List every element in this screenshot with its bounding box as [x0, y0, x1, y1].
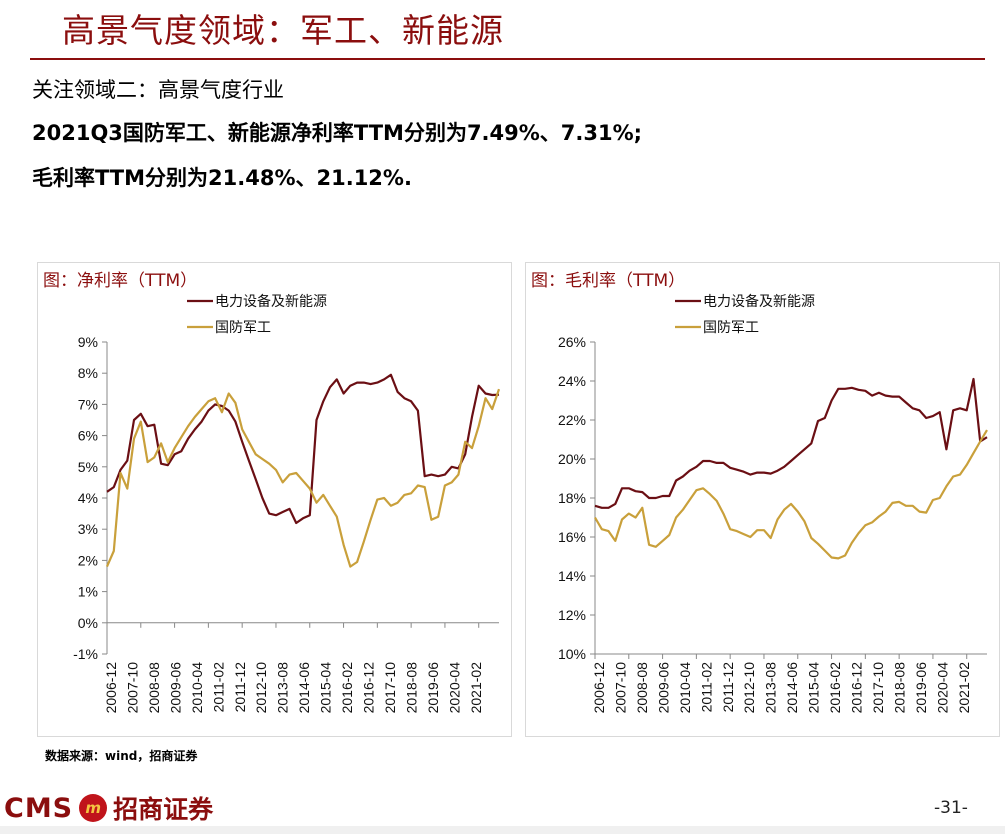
chart1-x-tick-label-6: 2011-12	[232, 662, 248, 713]
chart2-x-tick-label-16: 2020-04	[934, 662, 950, 714]
title-divider	[30, 58, 985, 60]
chart1-x-tick-label-10: 2015-04	[318, 662, 334, 714]
chart2-x-tick-label-1: 2007-10	[612, 662, 628, 714]
logo-emblem-icon: m	[79, 794, 108, 822]
chart2-x-tick-label-2: 2008-08	[634, 662, 650, 714]
chart1-y-tick-label-0: -1%	[73, 646, 98, 662]
chart2-x-tick-label-8: 2013-08	[763, 662, 779, 714]
chart2-border	[525, 262, 1000, 737]
chart2-series-line-2	[594, 429, 988, 560]
chart1-y-tick-label-5: 4%	[78, 490, 98, 506]
chart1-x-tick-label-16: 2020-04	[446, 662, 462, 714]
chart1-y-tick-label-6: 5%	[78, 459, 98, 475]
chart1-legend-label-2: 国防军工	[215, 320, 271, 336]
chart2-y-tick-label-3: 16%	[558, 529, 586, 545]
page-number: -31-	[934, 798, 968, 818]
chart2-x-tick-label-14: 2018-08	[891, 662, 907, 714]
chart1-x-tick-label-7: 2012-10	[253, 662, 269, 714]
chart2-x-tick-label-17: 2021-02	[956, 662, 972, 714]
chart2-legend-label-1: 电力设备及新能源	[703, 293, 815, 310]
chart1-x-tick-label-15: 2019-06	[425, 662, 441, 714]
gross-margin-summary: 毛利率TTM分别为21.48%、21.12%.	[32, 166, 412, 190]
company-logo: CMS m 招商证券	[4, 790, 213, 826]
chart2-y-tick-label-6: 22%	[558, 412, 586, 428]
chart1-x-tick-label-17: 2021-02	[468, 662, 484, 714]
chart1-legend-label-1: 电力设备及新能源	[215, 293, 327, 310]
chart2-y-tick-label-7: 24%	[558, 373, 586, 389]
chart2-y-tick-label-4: 18%	[558, 490, 586, 506]
chart2-legend-label-2: 国防军工	[703, 320, 759, 336]
chart2-x-tick-label-11: 2016-02	[827, 662, 843, 714]
chart2-x-tick-label-6: 2011-12	[720, 662, 736, 713]
chart1-y-tick-label-4: 3%	[78, 521, 98, 537]
chart1-x-tick-label-0: 2006-12	[103, 662, 119, 714]
chart1-x-tick-label-2: 2008-08	[146, 662, 162, 714]
chart2-x-tick-label-0: 2006-12	[591, 662, 607, 714]
chart2-series-line-1	[594, 377, 988, 509]
chart1-x-tick-label-8: 2013-08	[275, 662, 291, 714]
chart1-y-tick-label-2: 1%	[78, 584, 98, 600]
logo-chinese-name: 招商证券	[113, 795, 214, 824]
chart2-x-tick-label-13: 2017-10	[870, 662, 886, 714]
net-margin-chart: 图：净利率（TTM） 电力设备及新能源 国防军工 -1% 0% 1% 2% 3% 4% 5% 6% 7…	[37, 262, 512, 737]
chart1-x-tick-label-11: 2016-02	[339, 662, 355, 714]
chart2-y-tick-label-8: 26%	[558, 334, 586, 350]
chart1-x-tick-label-14: 2018-08	[403, 662, 419, 714]
chart1-y-tick-label-3: 2%	[78, 552, 98, 568]
chart1-x-tick-label-1: 2007-10	[124, 662, 140, 714]
chart2-y-tick-label-2: 14%	[558, 568, 586, 584]
chart1-series-line-1	[106, 373, 500, 525]
chart2-x-tick-label-4: 2010-04	[677, 662, 693, 714]
chart1-x-tick-label-5: 2011-02	[210, 662, 226, 713]
chart2-y-tick-label-0: 10%	[558, 646, 586, 662]
chart2-x-tick-label-5: 2011-02	[698, 662, 714, 713]
chart1-y-tick-label-8: 7%	[78, 396, 98, 412]
chart1-border	[37, 262, 512, 737]
logo-text: CMS	[4, 792, 74, 824]
chart1-x-tick-label-9: 2014-06	[296, 662, 312, 714]
chart2-x-tick-label-9: 2014-06	[784, 662, 800, 714]
chart2-x-tick-label-10: 2015-04	[806, 662, 822, 714]
chart2-x-tick-label-7: 2012-10	[741, 662, 757, 714]
page-title: 高景气度领域：军工、新能源	[62, 11, 504, 50]
chart1-y-tick-label-10: 9%	[78, 334, 98, 350]
footer-bar	[0, 826, 1005, 834]
chart1-x-tick-label-4: 2010-04	[189, 662, 205, 714]
chart1-x-tick-label-12: 2016-12	[361, 662, 377, 714]
chart1-series-line-2	[105, 388, 501, 568]
chart2-x-tick-label-3: 2009-06	[655, 662, 671, 714]
net-margin-summary: 2021Q3国防军工、新能源净利率TTM分别为7.49%、7.31%;	[32, 121, 643, 145]
chart2-y-tick-label-5: 20%	[558, 451, 586, 467]
gross-margin-chart: 图：毛利率（TTM） 电力设备及新能源 国防军工 10% 12% 14% 16% 18% 20%…	[525, 262, 1000, 737]
chart1-x-tick-label-3: 2009-06	[167, 662, 183, 714]
chart2-title: 图：毛利率（TTM）	[531, 271, 685, 291]
chart2-y-tick-label-1: 12%	[558, 607, 586, 623]
chart2-x-tick-label-12: 2016-12	[849, 662, 865, 714]
chart1-y-tick-label-1: 0%	[78, 615, 98, 631]
chart1-y-tick-label-9: 8%	[78, 365, 98, 381]
focus-heading: 关注领域二：高景气度行业	[32, 78, 284, 102]
data-source-note: 数据来源：wind，招商证券	[45, 749, 198, 763]
chart1-title: 图：净利率（TTM）	[43, 271, 197, 291]
chart1-x-tick-label-13: 2017-10	[382, 662, 398, 714]
chart2-x-tick-label-15: 2019-06	[913, 662, 929, 714]
chart1-y-tick-label-7: 6%	[78, 428, 98, 444]
